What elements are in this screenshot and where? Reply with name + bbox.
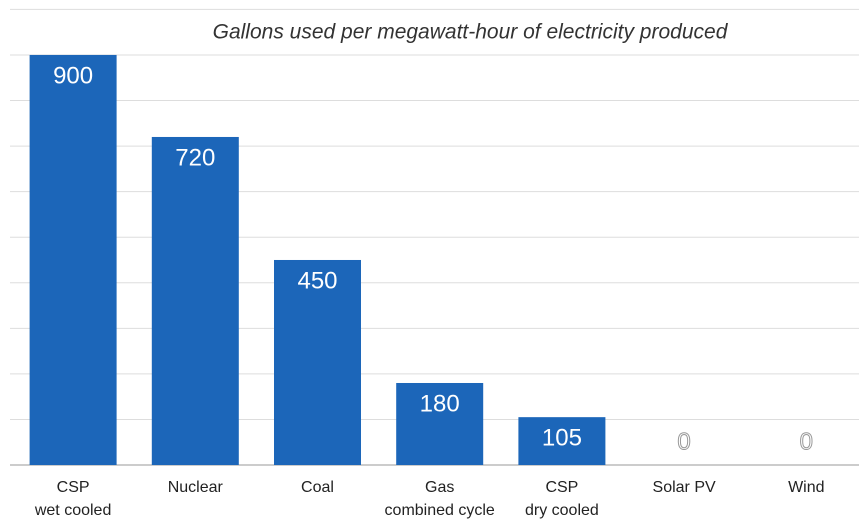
- x-tick-label: Solar PV: [652, 479, 716, 496]
- value-label: 450: [297, 267, 337, 294]
- x-tick-label: Coal: [301, 479, 334, 496]
- bar: [274, 259, 361, 465]
- value-label: 900: [53, 62, 93, 89]
- x-tick-label: CSP wet cooled: [34, 479, 112, 519]
- x-tick-label: Nuclear: [167, 479, 223, 496]
- bar: [518, 417, 606, 465]
- bar: [151, 136, 239, 465]
- value-label: 0: [800, 428, 813, 455]
- value-label: 105: [542, 425, 582, 452]
- value-label: 180: [420, 390, 460, 417]
- x-tick-label: Wind: [788, 479, 825, 496]
- x-tick-label: Gas combined cycle: [384, 479, 495, 519]
- chart-title: Gallons used per megawatt-hour of electr…: [213, 21, 729, 44]
- bar: [396, 382, 484, 465]
- value-label: 720: [175, 144, 215, 171]
- x-tick-label: CSP dry cooled: [524, 479, 599, 519]
- bar: [29, 54, 117, 466]
- value-label: 0: [677, 428, 690, 455]
